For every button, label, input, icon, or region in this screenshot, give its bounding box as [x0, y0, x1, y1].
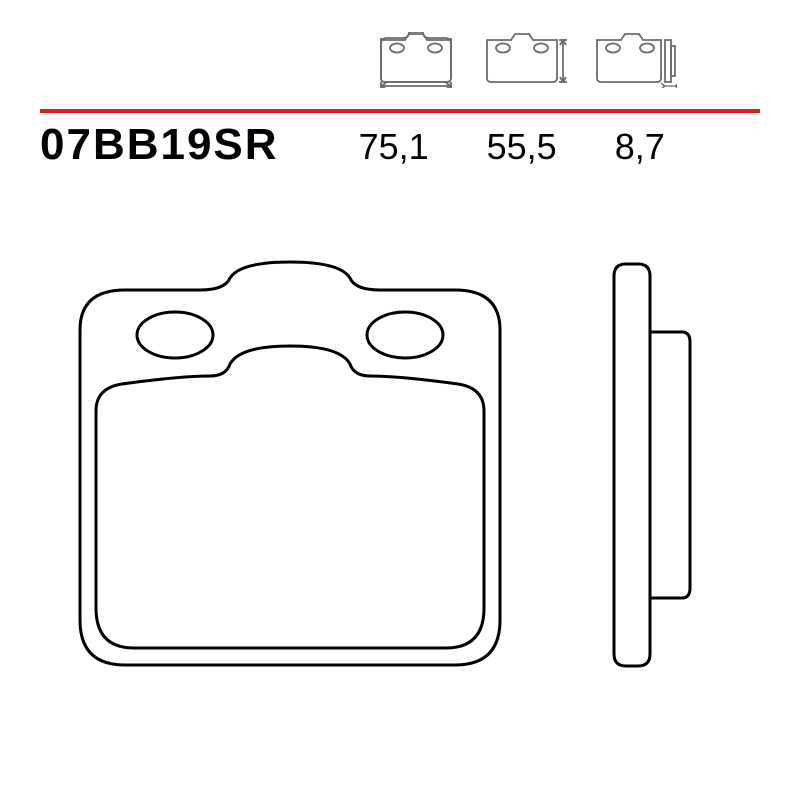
technical-drawings: [50, 240, 750, 720]
brake-pad-side-view: [614, 264, 690, 666]
dimension-height-value: 55,5: [487, 126, 557, 168]
page: 07BB19SR 75,1 55,5 8,7: [0, 0, 800, 800]
dimension-height-icon: [485, 32, 567, 88]
brake-pad-front-view: [80, 262, 500, 665]
dimension-width-value: 75,1: [359, 126, 429, 168]
part-number: 07BB19SR: [40, 120, 279, 170]
red-separator-line: [40, 100, 760, 104]
header-dimension-icons: [375, 32, 677, 88]
dimensions-group: 75,1 55,5 8,7: [359, 126, 665, 168]
dimension-width-icon: [375, 32, 457, 88]
dimension-thickness-value: 8,7: [615, 126, 665, 168]
dimension-thickness-icon: [595, 32, 677, 88]
info-row: 07BB19SR 75,1 55,5 8,7: [40, 120, 760, 170]
